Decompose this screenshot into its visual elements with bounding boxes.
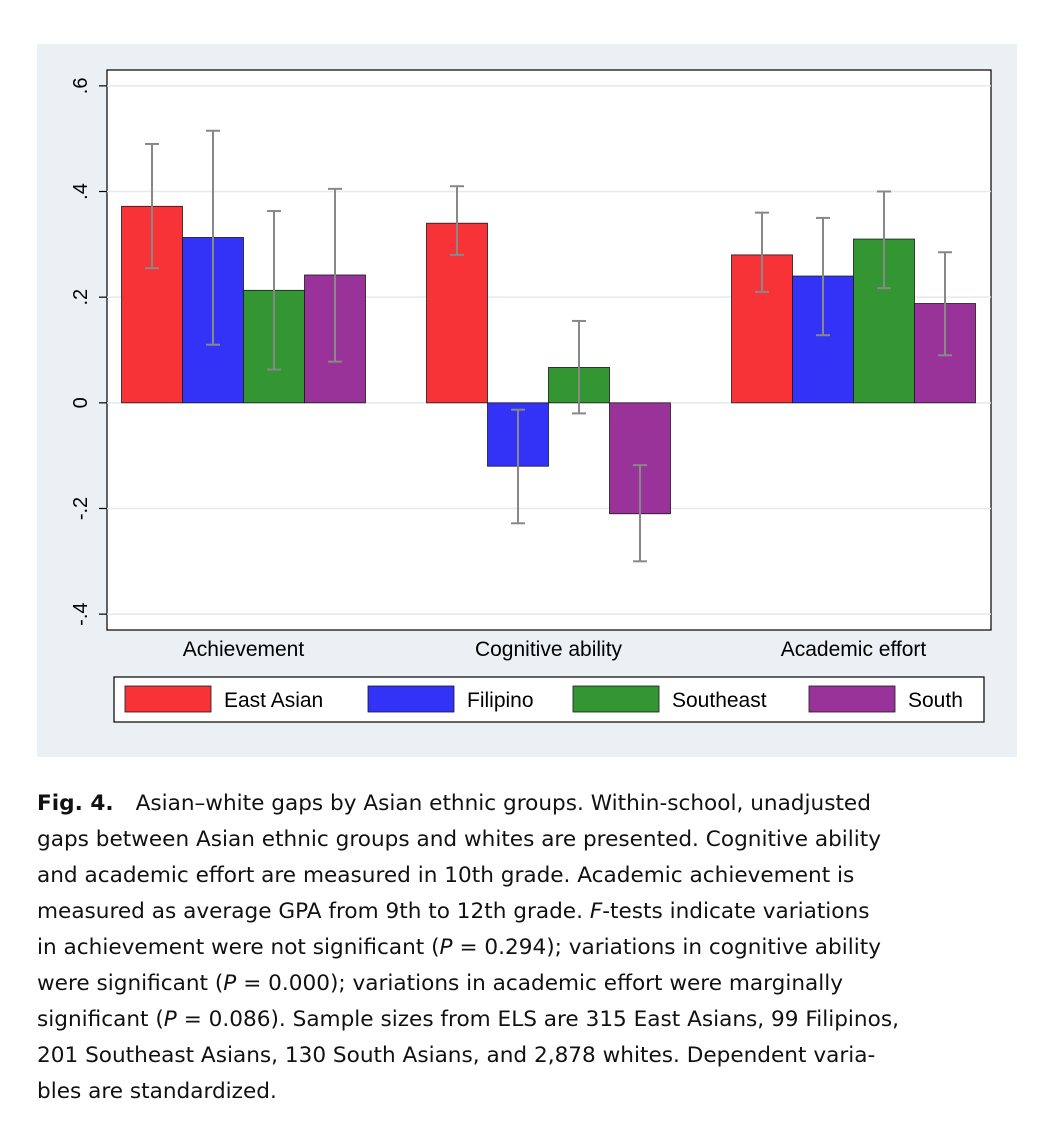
legend-swatch-east-asian bbox=[124, 685, 212, 713]
caption-line: in achievement were not significant (P =… bbox=[37, 935, 881, 960]
category-label: Academic effort bbox=[781, 638, 927, 661]
caption-line: significant (P = 0.086). Sample sizes fr… bbox=[37, 1007, 899, 1032]
caption-line: measured as average GPA from 9th to 12th… bbox=[37, 899, 870, 924]
x-axis-categories: Achievement Cognitive ability Academic eff… bbox=[183, 638, 927, 661]
y-axis: -.4 -.2 0 .2 .4 .6 bbox=[70, 78, 107, 626]
y-tick-label: -.2 bbox=[70, 497, 92, 520]
legend-swatch-southeast bbox=[572, 685, 660, 713]
legend-swatch-filipino bbox=[367, 685, 455, 713]
error-bars bbox=[145, 129, 952, 563]
caption-line: gaps between Asian ethnic groups and whi… bbox=[37, 827, 882, 852]
legend-label: South bbox=[908, 689, 963, 712]
legend-label: East Asian bbox=[224, 689, 323, 712]
y-tick-label: .6 bbox=[70, 78, 92, 95]
figure-caption: Fig. 4. Asian–white gaps by Asian ethnic … bbox=[37, 786, 1017, 1110]
y-tick-label: 0 bbox=[70, 397, 92, 408]
caption-line: Fig. 4. Asian–white gaps by Asian ethnic … bbox=[37, 791, 871, 816]
category-label: Achievement bbox=[183, 638, 305, 661]
figure-panel: -.4 -.2 0 .2 .4 .6 Achievement Cognitive abili… bbox=[37, 44, 1017, 757]
legend-label: Southeast bbox=[672, 689, 767, 712]
caption-line: were significant (P = 0.000); variations… bbox=[37, 971, 844, 996]
y-tick-label: .2 bbox=[70, 289, 92, 306]
caption-line: 201 Southeast Asians, 130 South Asians, … bbox=[37, 1043, 876, 1068]
y-tick-label: -.4 bbox=[70, 602, 92, 625]
figure-label: Fig. 4. bbox=[37, 791, 114, 816]
legend-label: Filipino bbox=[467, 689, 534, 712]
bar-chart: -.4 -.2 0 .2 .4 .6 Achievement Cognitive abili… bbox=[70, 69, 992, 723]
caption-line: and academic effort are measured in 10th… bbox=[37, 863, 855, 888]
caption-line: bles are standardized. bbox=[37, 1079, 277, 1104]
legend: East Asian Filipino Southeast South bbox=[113, 676, 985, 723]
legend-swatch-south bbox=[808, 685, 896, 713]
y-tick-label: .4 bbox=[70, 183, 92, 200]
category-label: Cognitive ability bbox=[475, 638, 623, 661]
